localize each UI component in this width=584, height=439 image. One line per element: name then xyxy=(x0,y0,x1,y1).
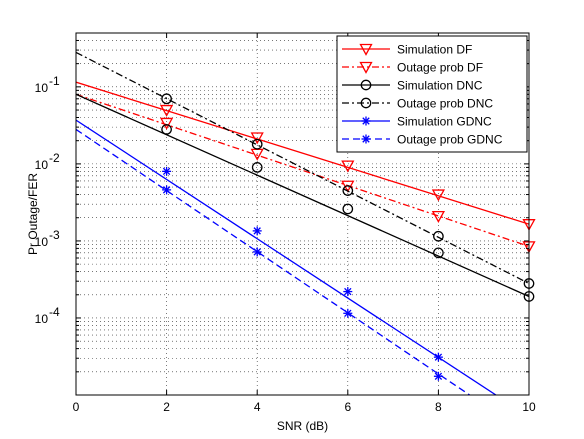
legend-entry: Outage prob DNC xyxy=(342,97,493,111)
data-point xyxy=(161,124,172,135)
legend-entry: Outage prob DF xyxy=(342,61,483,75)
data-point xyxy=(160,117,174,130)
legend: Simulation DF Outage prob DF Simulation DN… xyxy=(336,35,528,153)
series-layer xyxy=(76,51,536,395)
y-tick-label-exponent: -4 xyxy=(49,305,60,319)
legend-label: Simulation DNC xyxy=(397,79,483,93)
data-point xyxy=(251,162,263,173)
y-tick-label-base: 10 xyxy=(35,81,49,95)
data-point xyxy=(250,132,264,145)
series-2 xyxy=(76,93,535,302)
series-line xyxy=(76,51,529,285)
x-tick-label: 0 xyxy=(73,400,80,414)
legend-box xyxy=(336,35,528,153)
data-point xyxy=(160,104,174,117)
x-tick-label: 4 xyxy=(254,400,261,414)
data-point xyxy=(433,230,444,242)
series-line xyxy=(76,128,471,395)
data-point xyxy=(252,226,262,236)
data-point xyxy=(342,185,354,196)
legend-label: Outage prob DNC xyxy=(397,97,493,111)
legend-entry: Simulation DNC xyxy=(342,79,483,93)
series-5 xyxy=(76,128,471,395)
plot-frame xyxy=(75,32,530,396)
data-point xyxy=(162,185,172,195)
y-axis-title: Pr Outage/FER xyxy=(26,173,40,255)
y-tick-label-exponent: -1 xyxy=(49,74,60,88)
legend-entry: Simulation GDNC xyxy=(342,115,492,129)
data-point xyxy=(342,203,354,215)
series-line xyxy=(76,119,497,395)
legend-label: Outage prob DF xyxy=(397,61,483,75)
data-point xyxy=(431,210,445,223)
data-point xyxy=(341,160,355,173)
legend-marker xyxy=(361,134,371,144)
legend-label: Simulation GDNC xyxy=(397,115,492,129)
legend-marker xyxy=(360,97,372,109)
legend-marker xyxy=(360,79,372,91)
legend-marker xyxy=(359,61,373,74)
data-point xyxy=(433,371,443,381)
series-4 xyxy=(76,119,497,395)
x-axis-title: SNR (dB) xyxy=(277,419,328,433)
y-tick-label-exponent: -2 xyxy=(49,151,60,165)
data-point xyxy=(433,352,443,362)
x-tick-label: 8 xyxy=(435,400,442,414)
series-line xyxy=(76,81,529,225)
data-point xyxy=(252,247,262,257)
legend-marker xyxy=(361,116,371,126)
series-line xyxy=(76,93,529,247)
legend-label: Simulation DF xyxy=(397,43,472,57)
y-tick-label: 10 -3 xyxy=(35,228,60,249)
data-point xyxy=(343,287,353,297)
x-tick-label: 10 xyxy=(522,400,536,414)
legend-entry: Outage prob GDNC xyxy=(342,133,503,147)
y-tick-label: 10 -4 xyxy=(35,305,60,326)
series-3 xyxy=(76,51,535,289)
data-point xyxy=(431,189,445,202)
data-point xyxy=(343,308,353,318)
data-point xyxy=(433,247,444,259)
data-point xyxy=(251,138,263,150)
y-tick-label-base: 10 xyxy=(35,235,49,249)
legend-marker xyxy=(359,43,373,56)
y-tick-label: 10 -2 xyxy=(35,151,60,172)
x-tick-label: 2 xyxy=(163,400,170,414)
legend-entry: Simulation DF xyxy=(342,43,472,57)
data-point xyxy=(162,166,172,176)
x-tick-label: 6 xyxy=(344,400,351,414)
legend-label: Outage prob GDNC xyxy=(397,133,503,147)
series-line xyxy=(76,93,529,298)
data-point xyxy=(161,93,172,105)
y-tick-label: 10 -1 xyxy=(35,74,60,95)
y-tick-label-base: 10 xyxy=(35,312,49,326)
y-tick-label-exponent: -3 xyxy=(49,228,60,242)
y-tick-label-base: 10 xyxy=(35,158,49,172)
